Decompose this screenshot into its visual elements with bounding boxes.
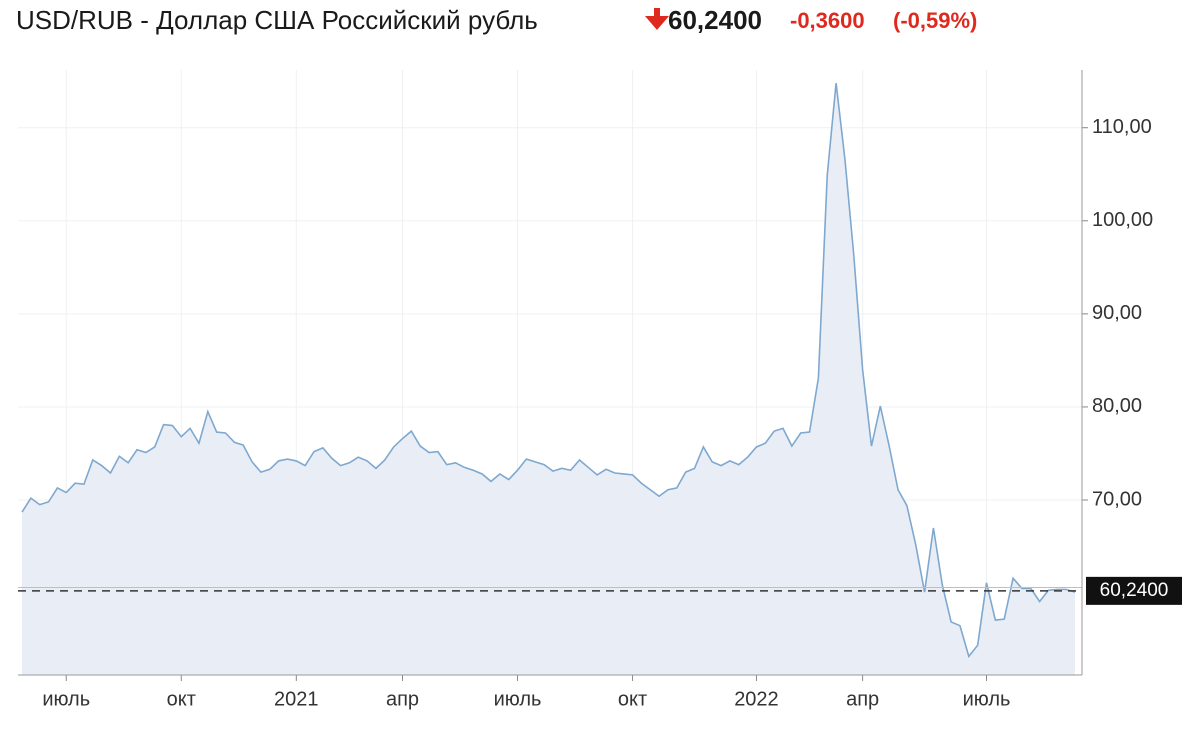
- price-tag-label: 60,2400: [1100, 580, 1169, 601]
- price-line: [21, 82, 1076, 659]
- y-tick-label: 80,00: [1092, 395, 1142, 417]
- change: -0,3600: [790, 8, 865, 33]
- change-percent: (-0,59%): [893, 8, 977, 33]
- x-tick-label: окт: [618, 688, 647, 710]
- x-tick-label: 2022: [734, 688, 779, 710]
- chart-title: USD/RUB - Доллар США Российский рубль: [16, 5, 538, 35]
- x-tick-label: июль: [42, 688, 90, 710]
- y-tick-label: 110,00: [1092, 116, 1152, 138]
- x-tick-label: 2021: [274, 688, 319, 710]
- y-tick-label: 70,00: [1092, 488, 1142, 510]
- x-tick-label: июль: [494, 688, 542, 710]
- x-tick-label: июль: [963, 688, 1011, 710]
- x-tick-label: апр: [846, 688, 879, 710]
- price-tag: [1086, 576, 1182, 605]
- x-tick-label: окт: [167, 688, 196, 710]
- price: 60,2400: [668, 5, 762, 35]
- area-fill: [22, 83, 1075, 676]
- y-tick-label: 90,00: [1092, 302, 1142, 324]
- x-tick-label: апр: [386, 688, 419, 710]
- down-arrow: [645, 8, 669, 30]
- y-tick-label: 100,00: [1092, 209, 1153, 231]
